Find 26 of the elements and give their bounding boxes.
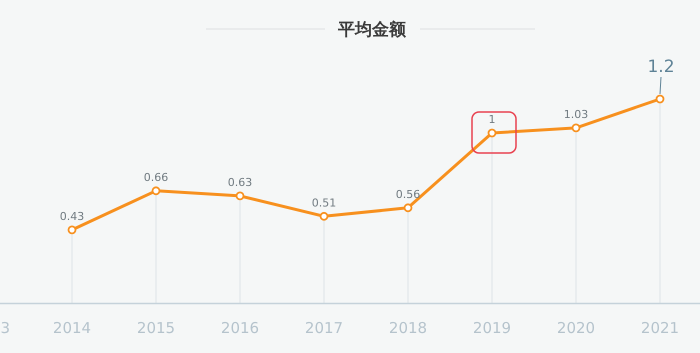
- point: [152, 186, 160, 196]
- data-label: 1: [488, 113, 496, 126]
- data-label: 0.66: [144, 170, 168, 184]
- x-tick-label: 2019: [472, 319, 512, 337]
- point: [320, 212, 328, 221]
- x-tick-label: 3: [0, 319, 10, 337]
- point: [236, 192, 244, 200]
- x-tick-label: 2021: [640, 319, 680, 337]
- x-tick-label: 2018: [388, 319, 428, 337]
- point: [572, 124, 580, 132]
- x-tick-label: 2016: [220, 319, 260, 337]
- x-tick-label: 2014: [52, 319, 92, 337]
- point: [656, 94, 664, 104]
- data-label: 0.43: [60, 210, 84, 223]
- point: [488, 128, 496, 138]
- chart-title: 平均金额: [337, 20, 407, 40]
- x-tick-label: 2020: [556, 319, 596, 337]
- point: [68, 226, 76, 234]
- point: [404, 203, 412, 212]
- data-label: 0.51: [312, 196, 336, 210]
- data-label: 0.56: [396, 188, 420, 201]
- data-label: 0.63: [228, 176, 252, 189]
- data-label: 1.2: [647, 57, 675, 77]
- x-tick-label: 2015: [136, 319, 176, 337]
- data-label: 1.03: [564, 108, 588, 121]
- x-tick-label: 2017: [304, 319, 344, 337]
